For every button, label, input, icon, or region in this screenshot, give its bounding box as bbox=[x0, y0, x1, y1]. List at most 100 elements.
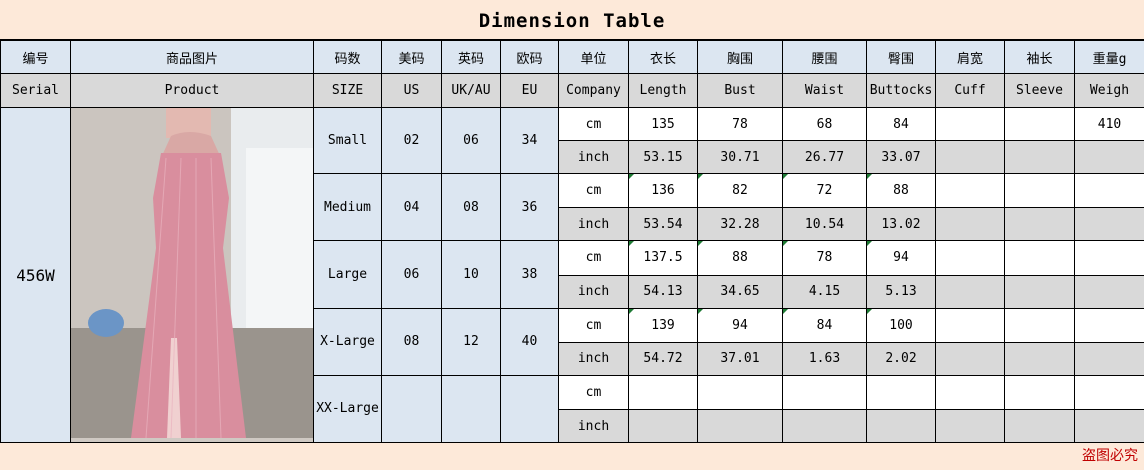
measurement-cell bbox=[783, 375, 867, 409]
header-en-cell: Waist bbox=[783, 74, 867, 108]
measurement-cell: 94 bbox=[698, 308, 783, 342]
header-en-cell: US bbox=[382, 74, 442, 108]
header-en-cell: Length bbox=[629, 74, 698, 108]
measurement-cell: 78 bbox=[783, 241, 867, 275]
uk-size-cell: 12 bbox=[442, 308, 501, 375]
eu-size-cell: 40 bbox=[501, 308, 559, 375]
uk-size-cell bbox=[442, 375, 501, 442]
measurement-cell bbox=[783, 410, 867, 443]
measurement-cell bbox=[936, 241, 1005, 275]
measurement-cell bbox=[1075, 241, 1144, 275]
measurement-cell: 84 bbox=[783, 308, 867, 342]
header-en-cell: UK/AU bbox=[442, 74, 501, 108]
page-title: Dimension Table bbox=[0, 0, 1144, 40]
unit-cell: cm bbox=[559, 108, 629, 141]
header-en-cell: Buttocks bbox=[867, 74, 936, 108]
measurement-cell: 78 bbox=[698, 108, 783, 141]
measurement-cell: 72 bbox=[783, 174, 867, 208]
measurement-cell: 82 bbox=[698, 174, 783, 208]
measurement-cell bbox=[1075, 410, 1144, 443]
header-cn-cell: 英码 bbox=[442, 41, 501, 74]
unit-cell: inch bbox=[559, 410, 629, 443]
measurement-cell bbox=[1075, 208, 1144, 241]
header-cn-cell: 袖长 bbox=[1005, 41, 1075, 74]
size-cell: XX-Large bbox=[314, 375, 382, 442]
us-size-cell: 08 bbox=[382, 308, 442, 375]
eu-size-cell bbox=[501, 375, 559, 442]
measurement-cell: 10.54 bbox=[783, 208, 867, 241]
measurement-cell: 88 bbox=[867, 174, 936, 208]
unit-cell: cm bbox=[559, 241, 629, 275]
header-cn-cell: 编号 bbox=[1, 41, 71, 74]
header-row-cn: 编号商品图片码数美码英码欧码单位衣长胸围腰围臀围肩宽袖长重量g bbox=[1, 41, 1144, 74]
measurement-cell bbox=[1005, 375, 1075, 409]
header-cn-cell: 欧码 bbox=[501, 41, 559, 74]
header-cn-cell: 衣长 bbox=[629, 41, 698, 74]
us-size-cell bbox=[382, 375, 442, 442]
measurement-cell bbox=[1005, 275, 1075, 308]
measurement-cell: 139 bbox=[629, 308, 698, 342]
measurement-cell bbox=[1005, 208, 1075, 241]
measurement-cell bbox=[1075, 174, 1144, 208]
measurement-cell bbox=[698, 410, 783, 443]
measurement-cell bbox=[1075, 308, 1144, 342]
measurement-cell: 34.65 bbox=[698, 275, 783, 308]
header-en-cell: Product bbox=[71, 74, 314, 108]
measurement-cell: 100 bbox=[867, 308, 936, 342]
measurement-cell bbox=[936, 308, 1005, 342]
measurement-cell bbox=[867, 410, 936, 443]
header-cn-cell: 腰围 bbox=[783, 41, 867, 74]
us-size-cell: 06 bbox=[382, 241, 442, 308]
size-cell: Small bbox=[314, 108, 382, 174]
header-en-cell: Cuff bbox=[936, 74, 1005, 108]
measurement-cell: 84 bbox=[867, 108, 936, 141]
header-cn-cell: 重量g bbox=[1075, 41, 1144, 74]
size-cell: Large bbox=[314, 241, 382, 308]
measurement-cell bbox=[936, 141, 1005, 174]
header-en-cell: Weigh bbox=[1075, 74, 1144, 108]
header-cn-cell: 肩宽 bbox=[936, 41, 1005, 74]
measurement-cell: 4.15 bbox=[783, 275, 867, 308]
header-en-cell: Bust bbox=[698, 74, 783, 108]
eu-size-cell: 36 bbox=[501, 174, 559, 241]
measurement-cell: 33.07 bbox=[867, 141, 936, 174]
serial-cell: 456W bbox=[1, 108, 71, 443]
us-size-cell: 02 bbox=[382, 108, 442, 174]
size-cell: Medium bbox=[314, 174, 382, 241]
measurement-cell bbox=[936, 342, 1005, 375]
measurement-cell bbox=[936, 108, 1005, 141]
header-en-cell: Company bbox=[559, 74, 629, 108]
header-en-cell: SIZE bbox=[314, 74, 382, 108]
header-cn-cell: 胸围 bbox=[698, 41, 783, 74]
unit-cell: inch bbox=[559, 275, 629, 308]
measurement-cell bbox=[629, 410, 698, 443]
measurement-cell: 136 bbox=[629, 174, 698, 208]
uk-size-cell: 06 bbox=[442, 108, 501, 174]
measurement-cell bbox=[698, 375, 783, 409]
measurement-cell bbox=[1005, 141, 1075, 174]
measurement-cell bbox=[1005, 342, 1075, 375]
measurement-cell: 5.13 bbox=[867, 275, 936, 308]
measurement-cell bbox=[867, 375, 936, 409]
measurement-cell: 1.63 bbox=[783, 342, 867, 375]
measurement-cell: 54.13 bbox=[629, 275, 698, 308]
measurement-cell bbox=[1005, 410, 1075, 443]
measurement-cell: 54.72 bbox=[629, 342, 698, 375]
header-en-cell: Sleeve bbox=[1005, 74, 1075, 108]
measurement-cell: 37.01 bbox=[698, 342, 783, 375]
us-size-cell: 04 bbox=[382, 174, 442, 241]
measurement-cell: 410 bbox=[1075, 108, 1144, 141]
unit-cell: cm bbox=[559, 375, 629, 409]
measurement-cell: 26.77 bbox=[783, 141, 867, 174]
header-en-cell: EU bbox=[501, 74, 559, 108]
measurement-cell bbox=[1075, 342, 1144, 375]
uk-size-cell: 10 bbox=[442, 241, 501, 308]
eu-size-cell: 34 bbox=[501, 108, 559, 174]
measurement-cell bbox=[629, 375, 698, 409]
uk-size-cell: 08 bbox=[442, 174, 501, 241]
unit-cell: inch bbox=[559, 208, 629, 241]
measurement-cell bbox=[936, 174, 1005, 208]
